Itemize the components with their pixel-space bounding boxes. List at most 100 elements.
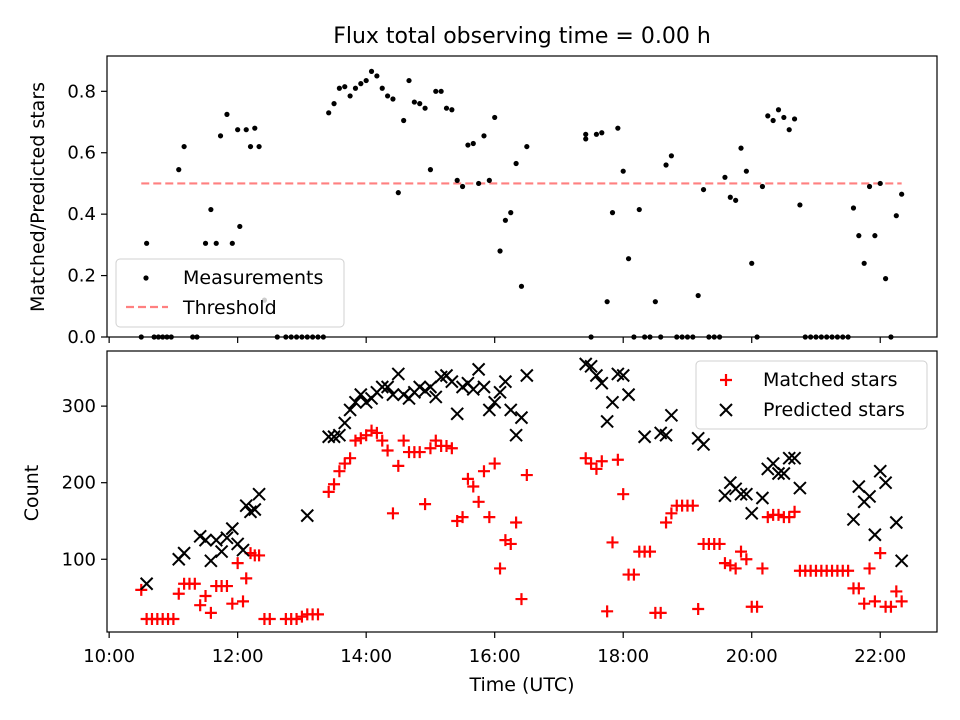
measurement-point [872,233,878,239]
matched-star-point [231,557,244,570]
measurement-point [759,183,766,190]
predicted-star-point [621,387,636,402]
measurement-point [235,127,241,133]
matched-star-point [627,568,640,581]
predicted-star-point [482,403,497,417]
measurement-point [326,110,332,116]
matched-star-point [370,426,383,439]
bottom-legend-box [695,360,928,430]
measurement-point [368,68,375,74]
matched-star-point [772,508,785,521]
predicted-star-point [248,502,262,517]
predicted-star-point [868,528,882,542]
bottom-y-axis: 100 200 300 [62,396,107,570]
matched-star-point [419,498,432,511]
measurement-point [374,73,380,79]
measurement-point [492,114,498,121]
predicted-star-point [696,437,711,452]
measurement-point [508,210,514,216]
predicted-star-point [391,367,406,381]
predicted-star-point [873,464,887,478]
measurement-point [252,125,258,131]
measurement-point [593,131,600,137]
matched-star-point [617,488,630,501]
top-panel: 0.00.20.40.60.8 Matched/Predicted stars … [27,55,938,348]
matched-star-point [263,612,276,625]
matched-star-point [895,595,908,608]
bottom-axes-frame [106,350,938,633]
matched-star-point [483,511,496,524]
measurement-point [786,127,792,133]
predicted-star-point [338,416,352,430]
matched-star-point [344,452,357,465]
top-plot-area [138,68,905,340]
bottom-x-axis-label: Time (UTC) [468,674,574,696]
predicted-star-point [782,451,796,465]
measurement-point [243,127,249,133]
predicted-star-point [300,508,314,523]
matched-star-point [686,499,699,512]
measurement-point [722,174,728,180]
matched-star-point [718,557,731,570]
matched-star-point [172,587,185,600]
predicted-star-point [637,430,652,444]
matched-star-point [601,605,614,618]
predicted-star-point [504,403,518,417]
matched-star-point [515,593,528,606]
matched-star-point [328,478,341,491]
predicted-star-point [225,521,240,536]
measurement-point [390,96,396,102]
matched-star-point [237,595,250,608]
matched-star-point [510,516,523,529]
matched-star-point [472,495,485,508]
matched-star-point [477,465,490,478]
matched-star-point [713,537,726,550]
bottom-y-axis-label: Count [21,465,43,521]
predicted-star-point [589,368,604,383]
measurement-point [663,162,669,168]
measurement-point [336,85,342,91]
matched-star-point [381,444,394,457]
matched-star-point [365,424,378,437]
legend-measurements-label: Measurements [183,267,323,289]
predicted-star-point [595,376,609,390]
predicted-star-point [734,487,748,501]
top-y-axis-label: Matched/Predicted stars [27,82,49,312]
figure-title: Flux total observing time = 0.00 h [333,24,711,49]
measurement-point [727,194,733,200]
legend-matched-marker [720,374,732,386]
matched-star-point [311,608,324,621]
measurement-point [427,167,434,173]
measurement-point [237,223,243,230]
predicted-star-point [380,380,395,394]
matched-star-point [290,612,303,625]
predicted-star-point [252,487,266,501]
matched-star-point [783,511,796,524]
measurement-point [247,143,254,150]
measurement-point [363,77,369,84]
predicted-star-point [177,546,191,560]
matched-star-point [611,453,624,466]
matched-star-point [445,442,458,455]
matched-star-point [729,562,742,575]
measurement-point [604,299,610,305]
predicted-star-point [509,428,523,442]
predicted-star-point [771,466,786,481]
matched-star-point [579,452,592,465]
bottom-x-tick-label: 14:00 [340,646,392,667]
matched-star-point [167,612,180,625]
predicted-star-point [889,515,904,530]
predicted-star-point [862,489,877,504]
top-x-axis [108,337,881,343]
measurement-point [615,125,621,131]
bottom-x-tick-label: 12:00 [212,646,264,667]
measurement-point [738,145,744,151]
matched-star-point [858,597,871,610]
measurement-point [899,191,905,197]
measurement-point [213,240,219,246]
predicted-star-point [348,395,363,410]
measurement-point [781,114,787,121]
predicted-star-point [321,430,336,444]
predicted-star-point [375,380,389,394]
measurement-point [861,260,867,266]
